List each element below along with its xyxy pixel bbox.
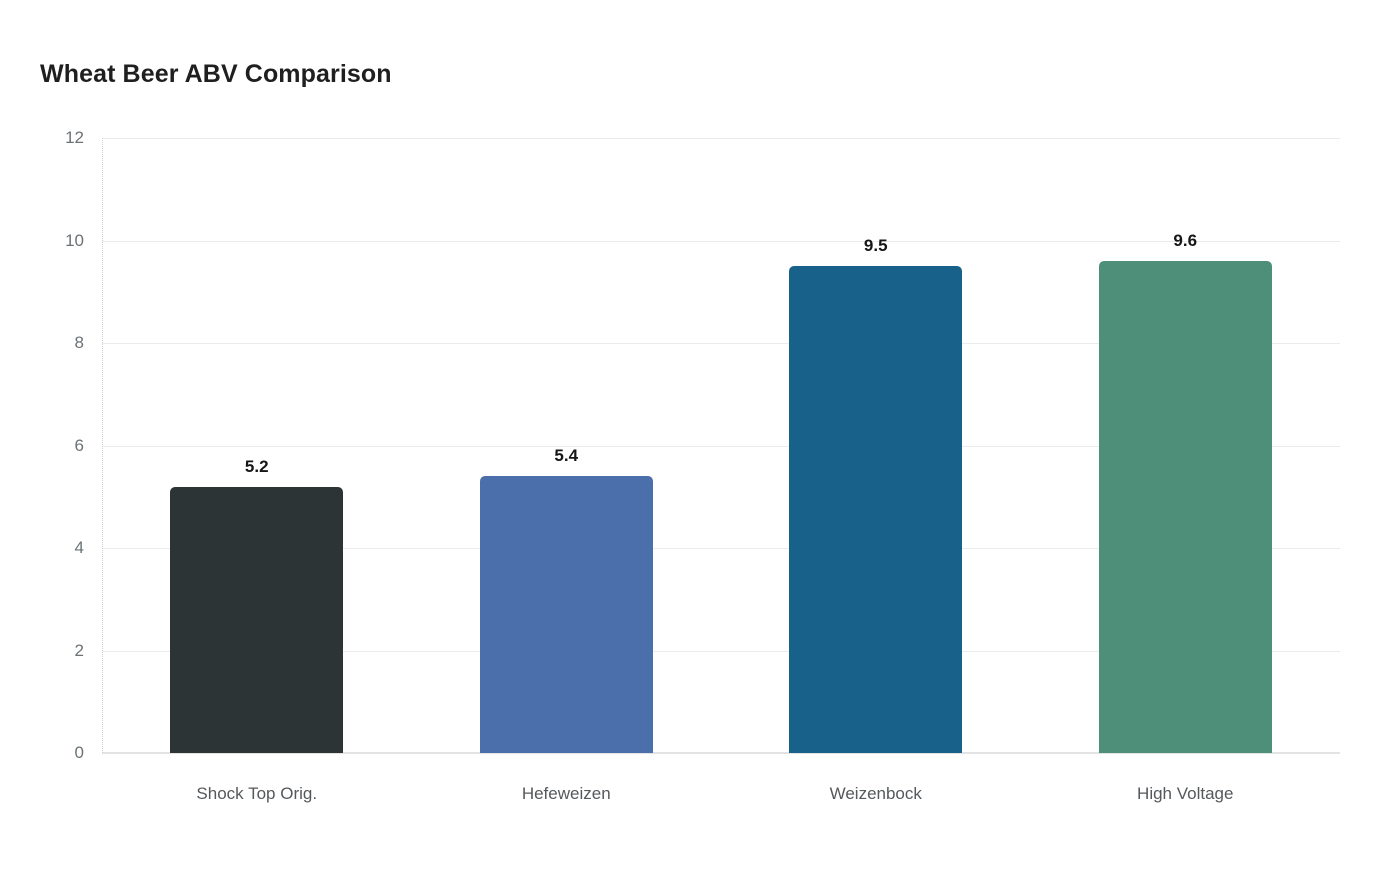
bar-value-label: 9.6 xyxy=(1173,231,1198,250)
y-axis-tick-label: 2 xyxy=(74,640,84,660)
y-axis-tick-labels: 0 2 4 6 8 10 12 xyxy=(40,128,84,762)
y-axis-tick-label: 10 xyxy=(65,230,84,250)
bar[interactable] xyxy=(170,486,344,753)
y-axis-tick-label: 6 xyxy=(74,435,84,455)
bar-value-label: 9.5 xyxy=(863,236,888,256)
gridline xyxy=(102,240,1340,242)
x-axis-tick-label: High Voltage xyxy=(1137,784,1234,803)
y-axis-tick-label: 12 xyxy=(65,128,84,147)
x-axis-tick-label: Weizenbock xyxy=(829,784,922,803)
plot-area: 5.2 5.4 9.5 9.6 xyxy=(102,138,1340,754)
bar[interactable] xyxy=(479,476,653,753)
y-axis-spine xyxy=(102,138,104,753)
axis-baseline xyxy=(102,752,1340,754)
gridline xyxy=(102,445,1340,447)
y-axis-tick-label: 4 xyxy=(74,538,84,557)
bar-value-label: 5.4 xyxy=(554,446,579,466)
gridline xyxy=(102,343,1340,344)
x-axis-tick-label: Shock Top Orig. xyxy=(196,784,318,803)
y-axis-tick-label: 0 xyxy=(74,743,84,762)
bar[interactable] xyxy=(1098,261,1272,753)
bar[interactable] xyxy=(789,266,963,753)
x-axis-tick-label: Hefeweizen xyxy=(521,784,611,803)
y-axis-tick-label: 8 xyxy=(74,333,84,352)
gridline xyxy=(102,548,1340,549)
gridline xyxy=(102,138,1340,139)
gridline xyxy=(102,650,1340,652)
chart-title: Wheat Beer ABV Comparison xyxy=(40,60,392,88)
bar-value-label: 5.2 xyxy=(244,456,269,476)
